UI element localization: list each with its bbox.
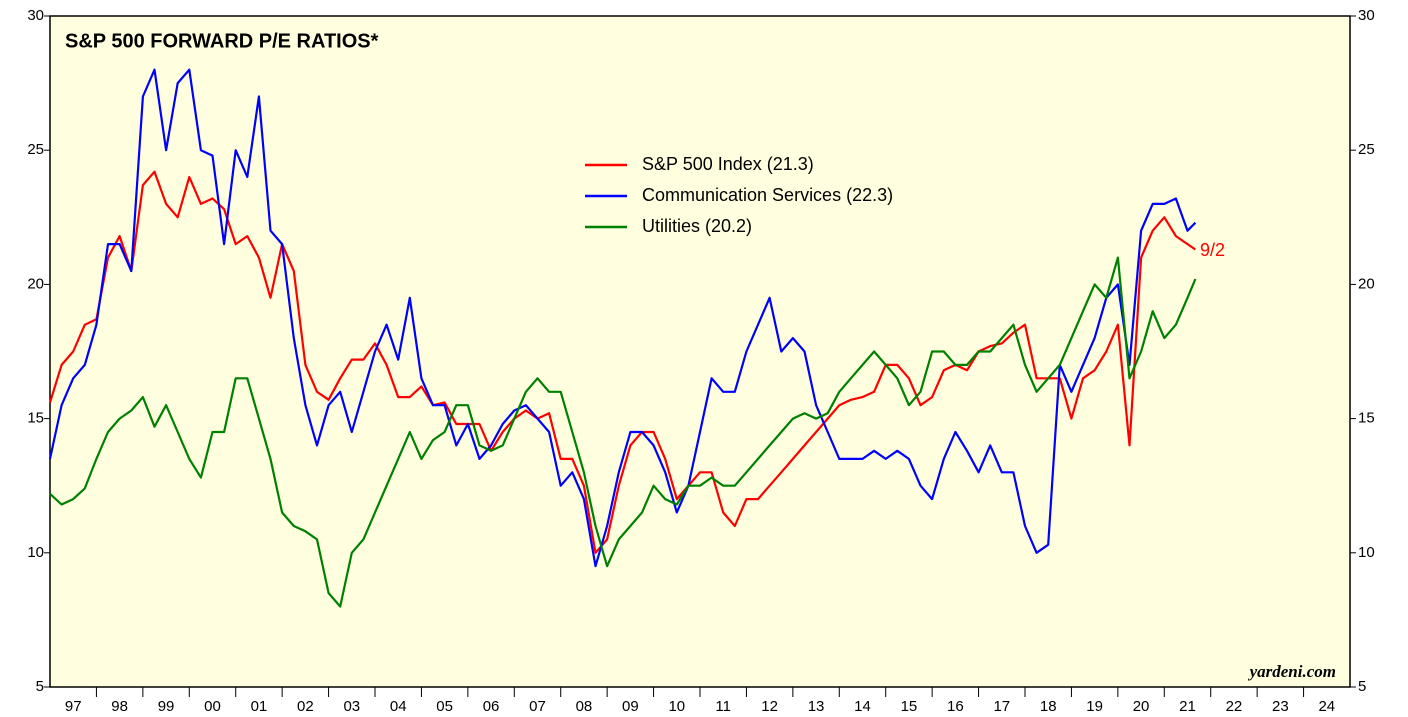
y2-tick-label: 15	[1358, 410, 1375, 427]
x-tick-label: 23	[1272, 698, 1289, 715]
x-tick-label: 03	[343, 698, 360, 715]
x-tick-label: 01	[251, 698, 268, 715]
x-tick-label: 15	[901, 698, 918, 715]
series-line	[49, 256, 1197, 608]
y2-tick-label: 20	[1358, 275, 1375, 292]
y-tick-label: 15	[27, 410, 44, 427]
y2-tick-label: 10	[1358, 544, 1375, 561]
x-tick-label: 07	[529, 698, 546, 715]
y2-tick-label: 5	[1358, 678, 1366, 695]
y2-tick-label: 30	[1358, 7, 1375, 24]
x-tick-label: 17	[993, 698, 1010, 715]
y-tick-label: 5	[36, 678, 44, 695]
y-tick-label: 20	[27, 275, 44, 292]
x-tick-label: 18	[1040, 698, 1057, 715]
x-tick-label: 02	[297, 698, 314, 715]
chart-title: S&P 500 FORWARD P/E RATIOS*	[65, 30, 379, 52]
x-tick-label: 09	[622, 698, 639, 715]
x-tick-label: 06	[483, 698, 500, 715]
x-tick-label: 04	[390, 698, 407, 715]
x-tick-label: 11	[715, 698, 731, 715]
x-tick-label: 19	[1086, 698, 1103, 715]
y2-tick-label: 25	[1358, 141, 1375, 158]
x-tick-label: 13	[808, 698, 825, 715]
plot-area	[49, 15, 1351, 688]
legend-label: Utilities (20.2)	[642, 216, 752, 236]
x-tick-label: 08	[576, 698, 593, 715]
y-tick-label: 30	[27, 7, 44, 24]
x-tick-label: 97	[65, 698, 82, 715]
x-tick-label: 14	[854, 698, 871, 715]
series-line	[48, 68, 1197, 568]
legend-label: S&P 500 Index (21.3)	[642, 154, 814, 174]
x-tick-label: 98	[111, 698, 128, 715]
x-tick-label: 99	[158, 698, 175, 715]
x-tick-label: 20	[1133, 698, 1150, 715]
source: yardeni.com	[1248, 662, 1336, 681]
series-line	[48, 170, 1197, 554]
x-tick-label: 21	[1179, 698, 1196, 715]
x-tick-label: 24	[1318, 698, 1335, 715]
annotation: 9/2	[1200, 240, 1225, 260]
x-tick-label: 05	[436, 698, 453, 715]
legend-label: Communication Services (22.3)	[642, 185, 893, 205]
x-tick-label: 12	[761, 698, 778, 715]
x-tick-label: 10	[668, 698, 685, 715]
y-tick-label: 25	[27, 141, 44, 158]
x-tick-label: 00	[204, 698, 221, 715]
y-tick-label: 10	[27, 544, 44, 561]
x-tick-label: 22	[1226, 698, 1243, 715]
x-tick-label: 16	[947, 698, 964, 715]
